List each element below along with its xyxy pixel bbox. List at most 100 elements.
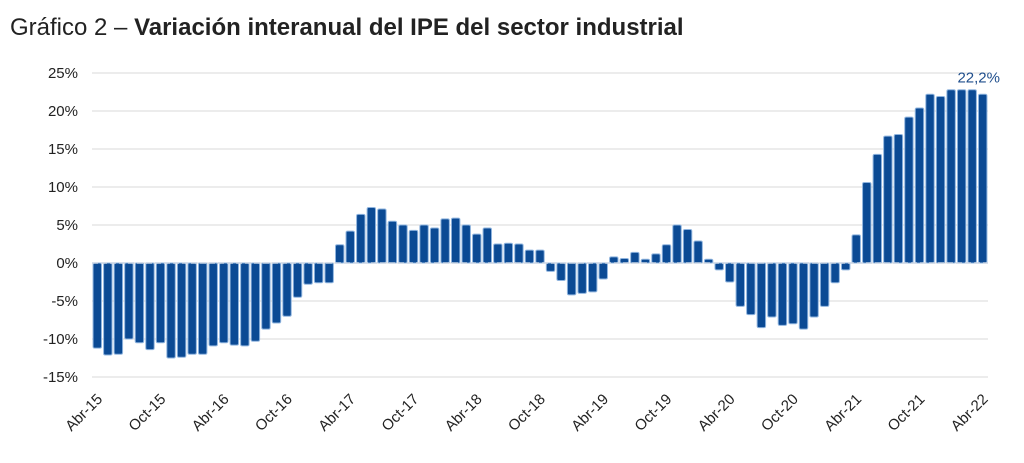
x-tick-label: Oct-15 xyxy=(125,391,169,435)
y-tick-label: 5% xyxy=(56,217,78,234)
bar xyxy=(714,262,724,271)
y-tick-label: 20% xyxy=(48,103,78,120)
bar xyxy=(472,233,482,264)
bar xyxy=(103,262,113,356)
bar xyxy=(682,229,693,264)
bar xyxy=(145,262,155,351)
y-tick-label: 10% xyxy=(48,179,78,196)
x-tick-label: Oct-21 xyxy=(884,391,928,435)
bar xyxy=(366,207,377,264)
bar xyxy=(672,224,682,264)
chart-title-main: Variación interanual del IPE del sector … xyxy=(134,14,684,41)
bar xyxy=(493,243,503,264)
bar xyxy=(134,262,145,344)
x-tick-label: Oct-19 xyxy=(631,391,675,435)
x-tick-label: Abr-16 xyxy=(189,391,233,435)
bar xyxy=(377,208,387,264)
bar xyxy=(271,262,282,324)
bar xyxy=(883,135,893,264)
bar xyxy=(851,234,861,264)
bar xyxy=(124,262,134,340)
x-tick-label: Abr-15 xyxy=(62,391,106,435)
x-tick-label: Oct-18 xyxy=(505,391,549,435)
x-tick-label: Abr-17 xyxy=(315,391,359,435)
bar xyxy=(651,253,661,264)
bar xyxy=(777,262,788,326)
x-tick-label: Abr-19 xyxy=(568,391,612,435)
bar xyxy=(398,224,408,264)
bar xyxy=(661,244,672,264)
bar xyxy=(587,262,598,293)
bar xyxy=(313,262,324,284)
chart-title: Gráfico 2 – Variación interanual del IPE… xyxy=(10,14,684,42)
bar xyxy=(693,240,703,264)
bar xyxy=(809,262,819,318)
value-annotation: 22,2% xyxy=(957,69,1000,86)
bar xyxy=(187,262,197,355)
bar xyxy=(166,262,176,359)
bar xyxy=(788,262,798,325)
bar xyxy=(630,251,640,264)
bar xyxy=(514,243,524,264)
bar xyxy=(535,249,545,264)
bar xyxy=(577,262,587,294)
bar xyxy=(356,213,366,264)
bar xyxy=(946,89,956,264)
bar xyxy=(345,230,355,264)
bar xyxy=(978,93,988,264)
bar xyxy=(250,262,261,342)
bar xyxy=(735,262,745,307)
bar xyxy=(967,89,977,264)
bar xyxy=(556,262,566,281)
bar xyxy=(197,262,208,355)
bar xyxy=(282,262,292,317)
bar xyxy=(303,262,313,285)
bar xyxy=(767,262,777,318)
bar xyxy=(429,227,440,264)
bar xyxy=(208,262,218,347)
bar xyxy=(756,262,767,329)
x-tick-label: Abr-18 xyxy=(442,391,486,435)
bar xyxy=(482,227,493,264)
x-tick-label: Abr-22 xyxy=(948,391,992,435)
x-tick-label: Oct-16 xyxy=(252,391,296,435)
y-tick-label: 0% xyxy=(56,255,78,272)
bar xyxy=(598,262,608,280)
bar xyxy=(830,262,840,284)
y-tick-label: -15% xyxy=(43,369,78,386)
bar xyxy=(746,262,756,316)
bar xyxy=(819,262,830,307)
bar xyxy=(545,262,556,272)
bar xyxy=(240,262,250,347)
bar xyxy=(840,262,851,271)
bar xyxy=(440,218,450,264)
bar xyxy=(935,96,946,264)
bar xyxy=(725,262,735,283)
bar xyxy=(113,262,124,355)
bar xyxy=(609,256,619,264)
y-tick-label: -10% xyxy=(43,331,78,348)
bar xyxy=(387,220,398,264)
bar xyxy=(261,262,271,330)
bar xyxy=(335,244,345,264)
x-tick-label: Abr-20 xyxy=(695,391,739,435)
bar xyxy=(872,153,883,264)
bar xyxy=(219,262,229,344)
bar xyxy=(408,229,419,264)
y-tick-label: 25% xyxy=(48,65,78,82)
x-tick-label: Abr-21 xyxy=(821,391,865,435)
bar xyxy=(862,181,872,264)
bar xyxy=(925,93,935,264)
bar xyxy=(419,224,429,264)
bar xyxy=(461,224,471,264)
y-tick-label: 15% xyxy=(48,141,78,158)
bar xyxy=(450,217,461,264)
bar xyxy=(155,262,166,344)
bar xyxy=(914,107,925,264)
bar xyxy=(956,89,967,264)
bar xyxy=(324,262,334,284)
bar xyxy=(566,262,577,296)
bar xyxy=(176,262,187,358)
bar xyxy=(798,262,809,330)
